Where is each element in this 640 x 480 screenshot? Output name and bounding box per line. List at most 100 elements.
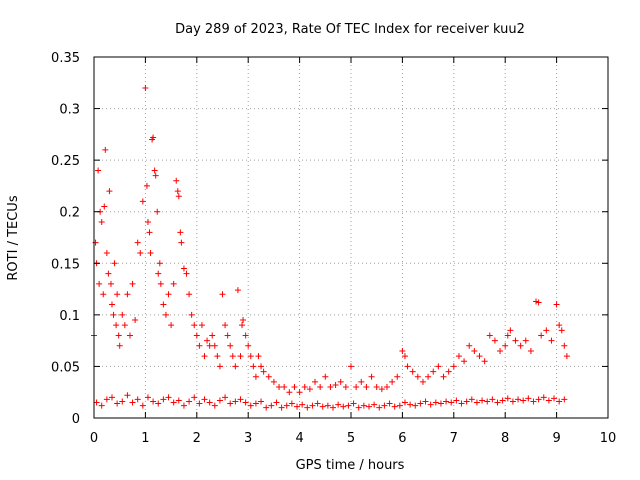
x-tick-label: 7 <box>450 431 458 446</box>
data-point <box>150 134 157 141</box>
data-point <box>250 363 257 370</box>
data-point <box>548 337 555 344</box>
data-point <box>502 342 509 349</box>
data-point <box>306 386 313 393</box>
data-point <box>198 322 205 329</box>
data-point <box>509 398 516 405</box>
data-point <box>165 394 172 401</box>
data-point <box>193 332 200 339</box>
y-tick-label: 0 <box>72 412 80 427</box>
data-point <box>348 363 354 370</box>
data-point <box>345 402 352 409</box>
data-point <box>443 398 450 405</box>
data-point <box>515 396 522 403</box>
data-point <box>255 353 262 360</box>
data-point <box>419 378 426 385</box>
x-tick-label: 5 <box>347 431 355 446</box>
data-point <box>211 402 218 409</box>
data-point <box>92 239 99 246</box>
data-point <box>530 398 537 405</box>
data-point <box>517 342 524 349</box>
data-point <box>196 342 203 349</box>
data-point <box>299 401 306 408</box>
data-point <box>404 363 411 370</box>
data-point <box>527 347 534 354</box>
data-point <box>114 400 121 407</box>
data-point <box>401 353 408 360</box>
data-point <box>437 400 444 407</box>
data-point <box>119 311 126 318</box>
data-point <box>425 373 432 380</box>
data-point <box>103 396 110 403</box>
data-point <box>101 203 108 210</box>
data-point <box>507 327 514 334</box>
data-point <box>455 353 462 360</box>
data-point <box>358 378 365 385</box>
data-point <box>114 291 121 298</box>
data-point <box>484 398 491 405</box>
y-tick-label: 0.1 <box>59 309 80 324</box>
data-point <box>206 399 213 406</box>
data-point <box>486 332 493 339</box>
data-point <box>96 280 103 287</box>
data-point <box>143 182 150 189</box>
data-point <box>234 287 241 294</box>
data-point <box>461 358 468 365</box>
data-point <box>219 291 226 298</box>
x-tick-label: 4 <box>295 431 303 446</box>
data-point <box>106 188 113 195</box>
data-point <box>340 403 347 410</box>
data-point <box>538 332 545 339</box>
data-point <box>378 386 385 393</box>
data-point <box>273 399 280 406</box>
data-point <box>124 392 131 399</box>
x-tick-label: 6 <box>398 431 406 446</box>
data-point <box>134 396 141 403</box>
data-point <box>535 396 542 403</box>
data-point <box>324 402 331 409</box>
data-point <box>119 398 126 405</box>
data-point <box>108 394 115 401</box>
data-point <box>124 291 131 298</box>
data-point <box>157 280 164 287</box>
data-point <box>497 347 504 354</box>
data-point <box>499 397 506 404</box>
data-point <box>103 249 110 256</box>
data-point <box>260 368 267 375</box>
data-point <box>191 322 198 329</box>
data-point <box>314 400 321 407</box>
data-point <box>224 332 231 339</box>
data-point <box>535 299 542 306</box>
data-point <box>186 291 193 298</box>
data-point <box>160 396 167 403</box>
data-point <box>448 399 455 406</box>
data-point <box>201 353 208 360</box>
data-point <box>414 373 421 380</box>
data-point <box>399 347 406 354</box>
data-point <box>232 363 239 370</box>
data-point <box>319 403 326 410</box>
data-point <box>183 270 190 277</box>
y-tick-label: 0.05 <box>51 360 80 375</box>
y-tick-label: 0.15 <box>51 257 80 272</box>
data-point <box>154 208 161 215</box>
data-point <box>214 353 221 360</box>
data-point <box>463 398 470 405</box>
data-point <box>381 402 388 409</box>
data-point <box>445 368 452 375</box>
data-point <box>435 363 442 370</box>
data-point <box>144 394 151 401</box>
data-point <box>412 402 419 409</box>
data-point <box>188 311 195 318</box>
data-point <box>309 402 316 409</box>
data-point <box>335 401 342 408</box>
data-point <box>468 396 475 403</box>
data-point <box>337 378 344 385</box>
data-point <box>365 403 372 410</box>
data-point <box>201 396 208 403</box>
data-point <box>533 298 540 305</box>
data-point <box>170 280 177 287</box>
data-point <box>173 177 180 184</box>
data-point <box>278 404 285 411</box>
data-point <box>491 337 498 344</box>
